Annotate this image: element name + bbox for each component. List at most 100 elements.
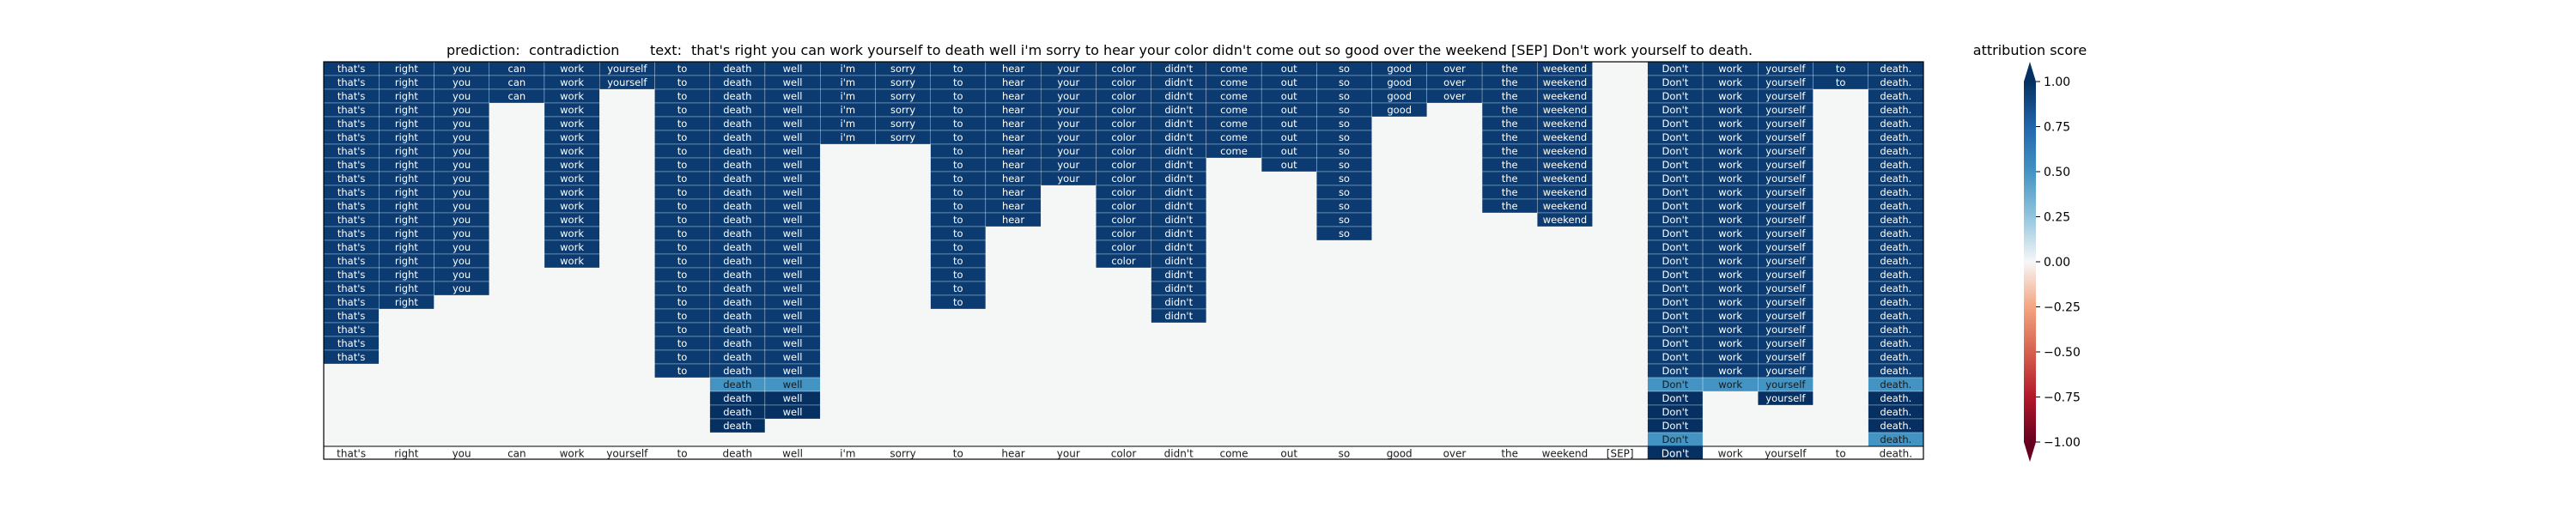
- heatmap-cell-label: to: [953, 63, 963, 75]
- heatmap-cell-label: work: [1718, 310, 1742, 322]
- heatmap-cell-label: color: [1111, 186, 1136, 198]
- heatmap-cell-label: death.: [1880, 351, 1911, 363]
- heatmap-cell-label: so: [1339, 173, 1350, 185]
- heatmap-cell-label: that's: [337, 173, 366, 185]
- heatmap-cell-label: can: [508, 63, 526, 75]
- heatmap-cell-label: that's: [337, 145, 366, 157]
- token-axis-label: Don't: [1662, 448, 1689, 460]
- heatmap-cell-label: well: [783, 214, 803, 226]
- heatmap-cell-label: didn't: [1164, 90, 1193, 102]
- heatmap-cell-label: yourself: [1765, 200, 1806, 212]
- heatmap-cell-label: color: [1111, 90, 1136, 102]
- heatmap-cell-label: come: [1220, 145, 1248, 157]
- token-axis-label: i'm: [840, 448, 855, 460]
- heatmap-cell-label: death.: [1880, 118, 1911, 130]
- heatmap-cell-label: right: [395, 131, 419, 143]
- heatmap-cell-label: well: [783, 227, 803, 239]
- heatmap-cell-label: your: [1057, 159, 1079, 171]
- heatmap-cell-label: come: [1220, 104, 1248, 116]
- token-axis-label: well: [782, 448, 803, 460]
- heatmap-cell-label: work: [560, 76, 584, 88]
- heatmap-cell-label: work: [560, 186, 584, 198]
- heatmap-cell-label: well: [783, 337, 803, 349]
- heatmap-cell-label: right: [395, 227, 419, 239]
- heatmap-cell-label: that's: [337, 351, 366, 363]
- heatmap-cell-label: the: [1502, 173, 1518, 185]
- heatmap-cell-label: that's: [337, 104, 366, 116]
- heatmap-cell-label: so: [1339, 76, 1350, 88]
- heatmap-cell-label: death.: [1880, 131, 1911, 143]
- heatmap-cell-label: right: [395, 90, 419, 102]
- heatmap-cell-label: color: [1111, 104, 1136, 116]
- heatmap-cell-label: Don't: [1662, 145, 1688, 157]
- heatmap-cell-label: death.: [1880, 392, 1911, 404]
- heatmap-cell-label: well: [783, 392, 803, 404]
- heatmap-cell-label: death: [723, 214, 751, 226]
- heatmap-cell-label: work: [1718, 296, 1742, 308]
- heatmap-cell-label: that's: [337, 282, 366, 294]
- heatmap-cell: [764, 404, 821, 420]
- heatmap-cell-label: to: [953, 227, 963, 239]
- heatmap-cell-label: yourself: [1765, 90, 1806, 102]
- heatmap-cell-label: color: [1111, 118, 1136, 130]
- heatmap-cell-label: i'm: [841, 118, 856, 130]
- colorbar-tick-label: −0.50: [2044, 346, 2081, 360]
- heatmap-cell-label: to: [953, 186, 963, 198]
- heatmap-cell-label: well: [783, 269, 803, 281]
- heatmap-cell-label: yourself: [1765, 227, 1806, 239]
- token-axis-label: you: [453, 448, 471, 460]
- token-axis-label: color: [1111, 448, 1137, 460]
- heatmap-cell-label: work: [560, 241, 584, 253]
- heatmap-cell-label: that's: [337, 296, 366, 308]
- heatmap-cell-label: Don't: [1662, 118, 1688, 130]
- token-axis-label: to: [953, 448, 963, 460]
- heatmap-cell-label: the: [1502, 90, 1518, 102]
- heatmap-cell-label: Don't: [1662, 159, 1688, 171]
- heatmap-cell-label: that's: [337, 90, 366, 102]
- heatmap-cell-label: to: [953, 173, 963, 185]
- heatmap-cell-label: Don't: [1662, 131, 1688, 143]
- heatmap-cell-label: right: [395, 159, 419, 171]
- colorbar-tick-label: 1.00: [2044, 76, 2070, 89]
- heatmap-cell-label: i'm: [841, 90, 856, 102]
- heatmap-cell-label: hear: [1002, 104, 1024, 116]
- heatmap-cell-label: to: [953, 282, 963, 294]
- heatmap-cell-label: death: [723, 269, 751, 281]
- token-axis-label: the: [1501, 448, 1518, 460]
- heatmap-cell-label: you: [453, 63, 471, 75]
- heatmap-cell-label: work: [1718, 186, 1742, 198]
- heatmap-cell-label: so: [1339, 227, 1350, 239]
- heatmap-cell-label: didn't: [1164, 214, 1193, 226]
- heatmap-cell-label: come: [1220, 90, 1248, 102]
- heatmap-cell-label: that's: [337, 310, 366, 322]
- heatmap-cell-label: weekend: [1543, 131, 1587, 143]
- heatmap-cell-label: death: [723, 63, 751, 75]
- heatmap-cell-label: Don't: [1662, 433, 1688, 445]
- prediction-value: contradiction: [529, 42, 619, 58]
- token-axis-label: death.: [1880, 448, 1912, 460]
- colorbar-label: attribution score: [1973, 42, 2087, 58]
- heatmap-cell-label: didn't: [1164, 159, 1193, 171]
- heatmap-cell-label: to: [677, 365, 688, 377]
- heatmap-cell-label: right: [395, 63, 419, 75]
- heatmap-cell-label: yourself: [1765, 296, 1806, 308]
- heatmap-cell-label: out: [1281, 63, 1297, 75]
- heatmap-cell-label: work: [560, 131, 584, 143]
- heatmap-cell-label: death: [723, 104, 751, 116]
- heatmap-cell-label: to: [677, 118, 688, 130]
- heatmap-cell-label: work: [1718, 227, 1742, 239]
- heatmap-cell-label: to: [677, 255, 688, 267]
- heatmap-cell-label: your: [1057, 173, 1079, 185]
- heatmap-cell-label: work: [560, 118, 584, 130]
- heatmap-cell-label: right: [395, 255, 419, 267]
- chart-title: prediction: contradiction text: that's r…: [447, 42, 1753, 58]
- token-axis-label: so: [1339, 448, 1351, 460]
- heatmap-cell-label: the: [1502, 159, 1518, 171]
- colorbar-tick-label: 0.00: [2044, 256, 2070, 270]
- token-axis-label: weekend: [1542, 448, 1589, 460]
- heatmap-cell-label: work: [1718, 200, 1742, 212]
- heatmap-cell-label: well: [783, 241, 803, 253]
- heatmap-cell-label: so: [1339, 90, 1350, 102]
- heatmap-cell-label: death.: [1880, 76, 1911, 88]
- heatmap-cell-label: come: [1220, 76, 1248, 88]
